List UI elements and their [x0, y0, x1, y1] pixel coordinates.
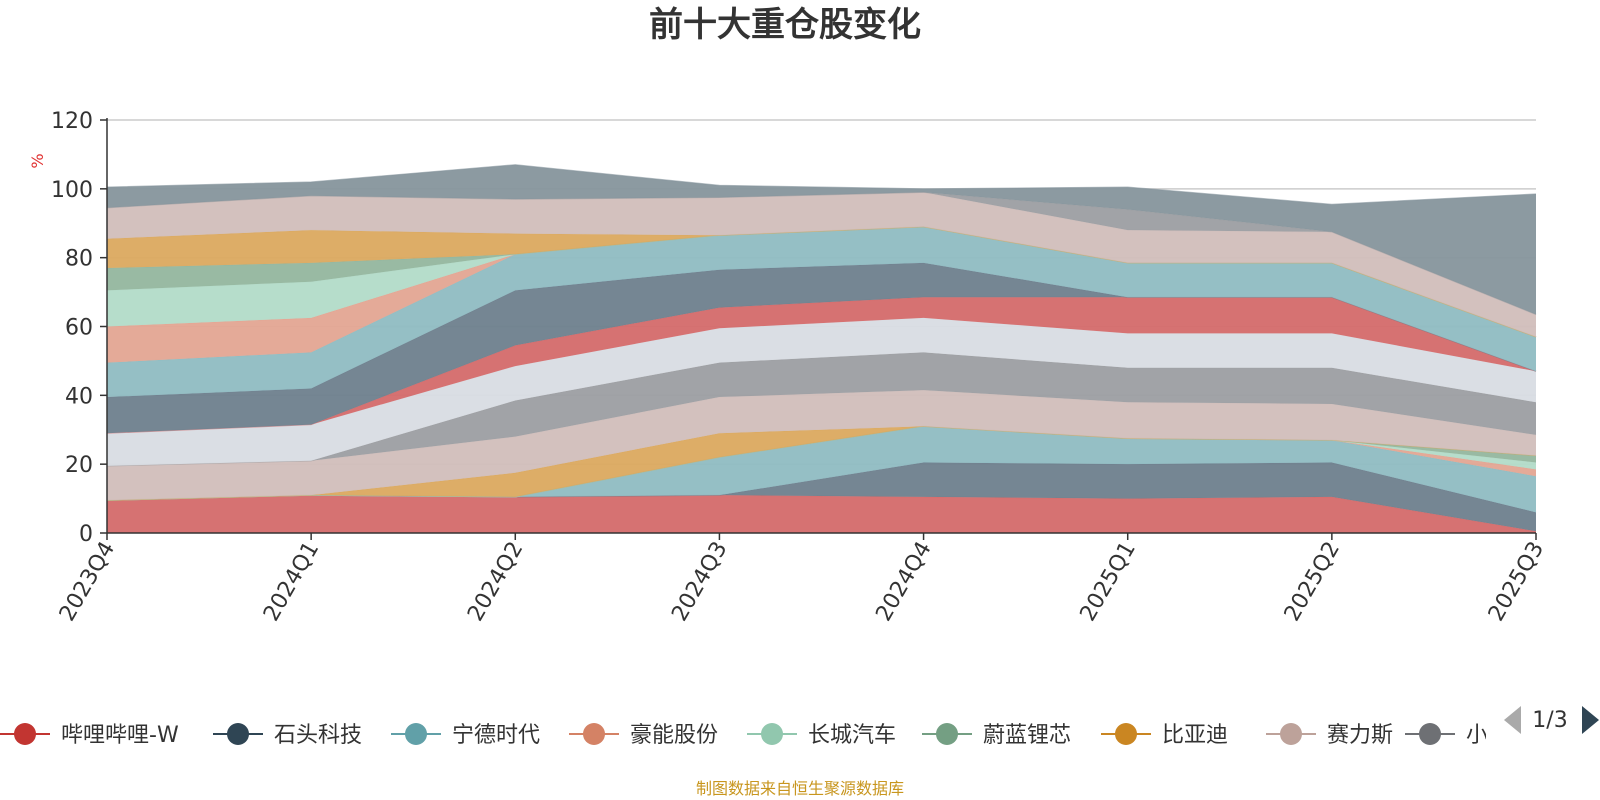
legend-item-7[interactable]: 赛力斯 — [1266, 723, 1393, 748]
area-series-1 — [107, 462, 1536, 532]
chart-title: 前十大重仓股变化 — [649, 5, 921, 45]
legend-item-6[interactable]: 比亚迪 — [1101, 723, 1228, 748]
area-series-17 — [107, 192, 1536, 337]
legend-marker-icon — [583, 723, 605, 745]
x-tick-label-7: 2025Q3 — [1484, 538, 1549, 626]
data-source-note: 制图数据来自恒生聚源数据库 — [696, 779, 904, 798]
area-series-9 — [107, 317, 1536, 466]
y-tick-label-5: 100 — [51, 178, 93, 203]
y-axis-unit: % — [28, 153, 47, 168]
legend-item-4[interactable]: 长城汽车 — [747, 723, 896, 748]
x-tick-label-3: 2024Q3 — [667, 538, 732, 626]
legend-item-5[interactable]: 蔚蓝锂芯 — [922, 723, 1071, 748]
x-tick-label-6: 2025Q2 — [1280, 538, 1345, 626]
legend-item-1[interactable]: 石头科技 — [213, 723, 362, 748]
y-tick-label-0: 0 — [79, 522, 93, 547]
legend-label: 蔚蓝锂芯 — [983, 723, 1071, 748]
x-tick-label-2: 2024Q2 — [463, 538, 528, 626]
legend-marker-icon — [1419, 723, 1441, 745]
x-tick-label-0: 2023Q4 — [55, 538, 120, 626]
x-axis-ticks: 2023Q4 2024Q1 2024Q2 2024Q3 2024Q4 2025Q1 2025… — [55, 533, 1549, 626]
legend-marker-icon — [1115, 723, 1137, 745]
legend-marker-icon — [936, 723, 958, 745]
area-series-8 — [107, 352, 1536, 466]
area-series-edge-19 — [106, 164, 1537, 205]
y-tick-label-2: 40 — [65, 384, 93, 409]
area-series-13 — [107, 226, 1536, 363]
legend: 哔哩哔哩-W 石头科技 宁德时代 豪能股份 长城汽车 蔚蓝锂芯 比亚迪 赛力斯 小 — [0, 723, 1488, 748]
legend-item-0[interactable]: 哔哩哔哩-W — [0, 723, 179, 748]
legend-item-2[interactable]: 宁德时代 — [391, 723, 540, 748]
x-tick-label-5: 2025Q1 — [1076, 538, 1141, 626]
legend-pager: 1/3 — [1504, 706, 1599, 734]
y-axis-ticks: 0 20 40 60 80 100 120 — [51, 109, 107, 547]
y-tick-label-1: 20 — [65, 453, 93, 478]
legend-label: 豪能股份 — [630, 723, 718, 748]
legend-item-8[interactable]: 小 — [1405, 723, 1488, 748]
legend-marker-icon — [14, 723, 36, 745]
area-series-7 — [107, 390, 1536, 501]
legend-marker-icon — [405, 723, 427, 745]
legend-item-3[interactable]: 豪能股份 — [569, 723, 718, 748]
legend-marker-icon — [1280, 723, 1302, 745]
area-series-6 — [107, 426, 1536, 501]
x-tick-label-1: 2024Q1 — [259, 538, 324, 626]
y-tick-label-4: 80 — [65, 247, 93, 272]
legend-prev-icon[interactable] — [1504, 706, 1521, 734]
y-tick-label-3: 60 — [65, 316, 93, 341]
area-series — [106, 164, 1537, 533]
area-series-12 — [107, 226, 1536, 398]
legend-label: 长城汽车 — [808, 723, 896, 748]
area-series-16 — [107, 226, 1536, 337]
area-series-0 — [107, 495, 1536, 533]
legend-label: 赛力斯 — [1327, 723, 1393, 748]
legend-label: 哔哩哔哩-W — [61, 723, 179, 748]
area-series-10 — [107, 297, 1536, 434]
legend-marker-icon — [761, 723, 783, 745]
legend-label: 比亚迪 — [1162, 723, 1228, 748]
legend-marker-icon — [227, 723, 249, 745]
legend-label: 宁德时代 — [452, 723, 540, 748]
area-series-11 — [107, 262, 1536, 434]
area-series-19 — [107, 164, 1536, 315]
y-tick-label-6: 120 — [51, 109, 93, 134]
area-series-14 — [107, 226, 1536, 337]
legend-next-icon[interactable] — [1582, 706, 1599, 734]
area-series-18 — [107, 192, 1536, 315]
legend-label: 小 — [1466, 723, 1488, 748]
legend-label: 石头科技 — [274, 723, 362, 748]
x-tick-label-4: 2024Q4 — [871, 538, 936, 626]
legend-page-indicator: 1/3 — [1532, 708, 1567, 733]
area-series-2 — [107, 426, 1536, 513]
